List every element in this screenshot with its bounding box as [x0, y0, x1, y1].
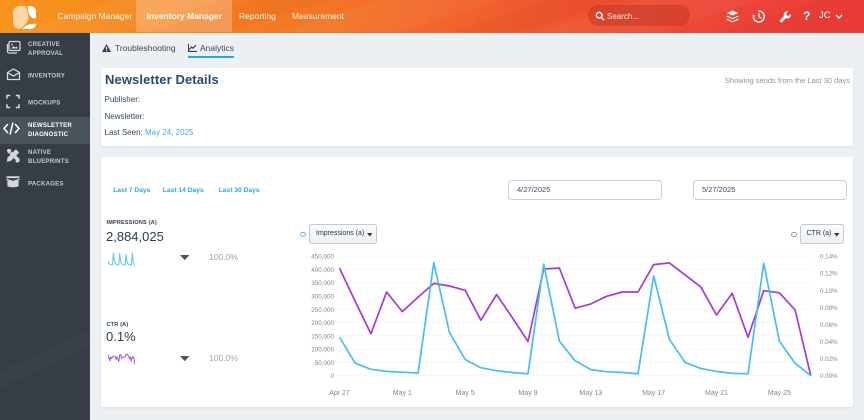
- svg-text:May 1: May 1: [393, 390, 412, 397]
- svg-text:0.04%: 0.04%: [820, 339, 838, 346]
- svg-text:300,000: 300,000: [311, 294, 334, 301]
- svg-text:400,000: 400,000: [311, 267, 334, 274]
- svg-text:May 5: May 5: [456, 390, 475, 397]
- svg-text:May 21: May 21: [705, 390, 728, 397]
- svg-text:50,000: 50,000: [315, 360, 335, 367]
- svg-text:0.06%: 0.06%: [820, 322, 838, 329]
- svg-text:May 9: May 9: [518, 390, 537, 397]
- svg-text:May 13: May 13: [579, 390, 602, 397]
- svg-text:May 25: May 25: [768, 390, 791, 397]
- svg-text:0.02%: 0.02%: [820, 356, 838, 363]
- svg-text:0.10%: 0.10%: [820, 288, 838, 295]
- svg-text:0.12%: 0.12%: [820, 271, 838, 278]
- svg-text:100,000: 100,000: [311, 347, 334, 354]
- svg-text:0.00%: 0.00%: [820, 373, 838, 380]
- svg-text:150,000: 150,000: [311, 333, 334, 340]
- svg-text:May 17: May 17: [642, 390, 665, 397]
- svg-text:350,000: 350,000: [311, 280, 334, 287]
- svg-text:Apr 27: Apr 27: [329, 390, 350, 397]
- svg-text:0: 0: [330, 373, 334, 380]
- svg-text:0.14%: 0.14%: [820, 254, 838, 261]
- svg-text:250,000: 250,000: [311, 307, 334, 314]
- svg-text:200,000: 200,000: [311, 320, 334, 327]
- svg-text:450,000: 450,000: [311, 254, 334, 261]
- svg-text:0.08%: 0.08%: [820, 305, 838, 312]
